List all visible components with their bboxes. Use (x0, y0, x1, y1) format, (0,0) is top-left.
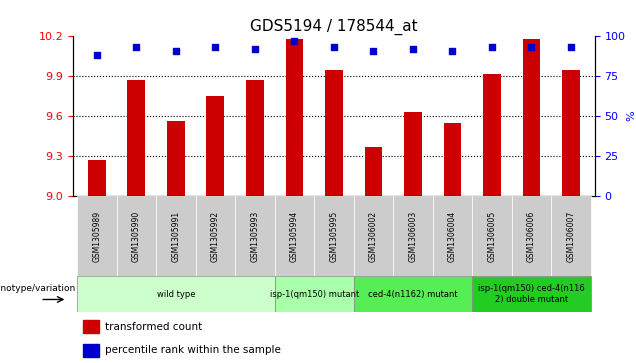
Text: wild type: wild type (156, 290, 195, 298)
Bar (523, 39, 541, 196)
Bar (286, 39, 303, 196)
Point (250, 46, 260, 52)
Text: GSM1305989: GSM1305989 (92, 211, 101, 261)
Bar (325, 70, 343, 196)
Bar (551, 196, 591, 276)
Text: genotype/variation: genotype/variation (0, 284, 76, 293)
Text: GSM1306006: GSM1306006 (527, 210, 536, 262)
Bar (77, 196, 116, 276)
Bar (443, 123, 461, 196)
Bar (116, 196, 156, 276)
Bar (167, 122, 184, 196)
Point (171, 48, 181, 54)
Bar (364, 147, 382, 196)
Text: GSM1306004: GSM1306004 (448, 210, 457, 262)
Point (289, 38, 300, 44)
Bar (77, 276, 275, 312)
Text: ced-4(n1162) mutant: ced-4(n1162) mutant (368, 290, 458, 298)
Bar (314, 196, 354, 276)
Text: GSM1305991: GSM1305991 (171, 211, 181, 261)
Point (447, 48, 457, 54)
Text: GSM1306007: GSM1306007 (567, 210, 576, 262)
Bar (472, 276, 591, 312)
Text: isp-1(qm150) ced-4(n116
2) double mutant: isp-1(qm150) ced-4(n116 2) double mutant (478, 284, 585, 304)
Point (329, 45, 339, 50)
Text: GSM1305995: GSM1305995 (329, 210, 338, 262)
Bar (235, 196, 275, 276)
Point (408, 46, 418, 52)
Point (368, 48, 378, 54)
Bar (275, 276, 354, 312)
Text: GSM1306003: GSM1306003 (408, 210, 417, 262)
Bar (354, 196, 393, 276)
Text: GSM1306005: GSM1306005 (487, 210, 497, 262)
Point (131, 45, 141, 50)
Bar (83, 320, 99, 333)
Bar (512, 196, 551, 276)
Title: GDS5194 / 178544_at: GDS5194 / 178544_at (250, 19, 418, 35)
Bar (472, 196, 512, 276)
Bar (83, 344, 99, 357)
Text: GSM1305992: GSM1305992 (211, 211, 220, 261)
Y-axis label: %: % (626, 111, 636, 122)
Bar (393, 196, 432, 276)
Bar (483, 74, 501, 196)
Text: GSM1306002: GSM1306002 (369, 211, 378, 261)
Point (487, 45, 497, 50)
Bar (354, 276, 472, 312)
Bar (432, 196, 472, 276)
Text: transformed count: transformed count (105, 322, 202, 332)
Bar (246, 80, 264, 196)
Bar (127, 80, 145, 196)
Point (527, 45, 537, 50)
Point (92, 53, 102, 58)
Text: GSM1305990: GSM1305990 (132, 210, 141, 262)
Point (211, 45, 221, 50)
Bar (196, 196, 235, 276)
Text: GSM1305993: GSM1305993 (251, 210, 259, 262)
Bar (404, 112, 422, 196)
Bar (156, 196, 196, 276)
Text: GSM1305994: GSM1305994 (290, 210, 299, 262)
Bar (562, 70, 580, 196)
Bar (275, 196, 314, 276)
Text: percentile rank within the sample: percentile rank within the sample (105, 346, 281, 355)
Bar (207, 96, 225, 196)
Text: isp-1(qm150) mutant: isp-1(qm150) mutant (270, 290, 359, 298)
Bar (88, 160, 106, 196)
Point (566, 45, 576, 50)
